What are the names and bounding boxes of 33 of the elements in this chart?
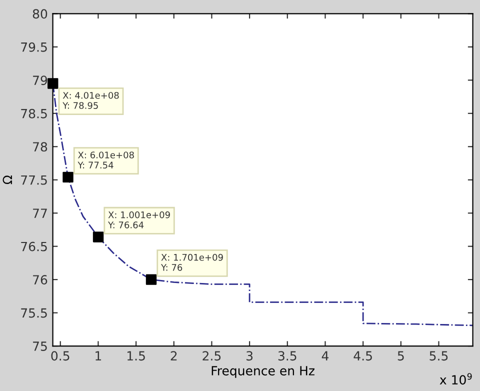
point	[62, 172, 74, 183]
text: x 10$^{9}$	[440, 373, 472, 385]
point	[48, 78, 58, 89]
x-tick-label: 4	[322, 351, 329, 360]
x-tick-label: 5	[398, 351, 404, 361]
x-tick-label: 4.5	[354, 351, 372, 361]
x-axis-title: Frequence en Hz	[212, 366, 314, 378]
y-tick-label: 77	[33, 208, 47, 218]
y-tick-label: 75.5	[21, 308, 47, 318]
x-tick-label: 0.5	[51, 351, 70, 361]
annotation: X: 1.701e+09 Y: 76	[160, 254, 223, 271]
y-tick-label: 77.5	[21, 175, 47, 185]
y-tick-label: 75	[33, 342, 47, 351]
point	[146, 274, 157, 285]
x-tick-label: 3.5	[278, 351, 296, 361]
point	[92, 232, 104, 242]
annotation: X: 4.01e+08 Y: 78.95	[62, 92, 119, 109]
y-tick-label: 79.5	[21, 42, 47, 52]
x-tick-label: 5.5	[430, 351, 448, 361]
x-tick-label: 1	[96, 351, 102, 360]
y-tick-label: 78.5	[21, 108, 47, 118]
y-tick-label: 76.5	[21, 242, 47, 252]
y-tick-label: 79	[33, 76, 48, 86]
x-tick-label: 3	[246, 351, 253, 361]
annotation: X: 6.01e+08 Y: 77.54	[78, 152, 134, 169]
x-tick-label: 1.5	[127, 351, 145, 361]
annotation: X: 1.001e+09 Y: 76.64	[108, 211, 170, 228]
y-tick-label: 78	[33, 142, 48, 152]
x-tick-label: 2.5	[202, 351, 221, 361]
x-tick-label: 2	[170, 351, 177, 360]
y-tick-label: 76	[33, 275, 48, 284]
y-axis-title: Ω	[2, 176, 12, 184]
y-tick-label: 80	[32, 9, 48, 19]
